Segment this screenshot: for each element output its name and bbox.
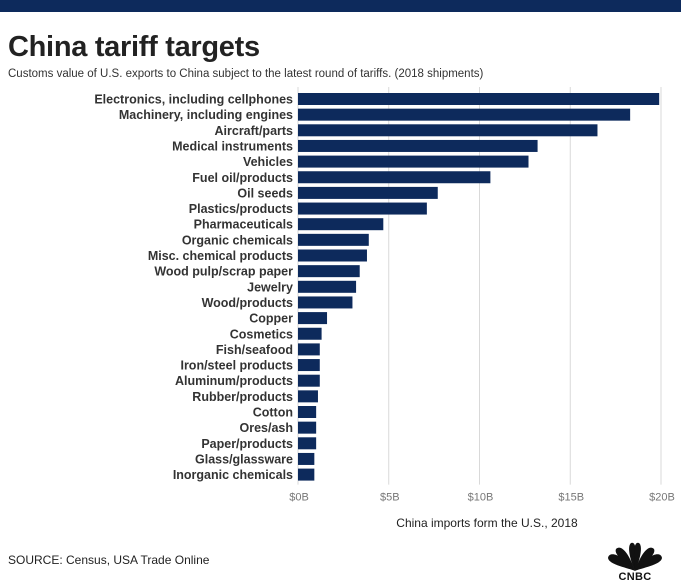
bar — [298, 296, 353, 309]
category-label: Fish/seafood — [216, 343, 293, 357]
bars — [298, 93, 660, 481]
category-label: Iron/steel products — [180, 359, 293, 373]
category-label: Misc. chemical products — [148, 249, 293, 263]
bar — [298, 108, 631, 121]
category-label: Wood/products — [202, 296, 293, 310]
bar — [298, 343, 320, 356]
category-label: Copper — [249, 312, 293, 326]
x-tick-label: $20B — [649, 492, 675, 504]
bar — [298, 421, 317, 434]
bar — [298, 233, 369, 246]
bar — [298, 468, 315, 481]
category-label: Aircraft/parts — [215, 124, 294, 138]
x-tick-label: $5B — [380, 492, 400, 504]
bar — [298, 155, 529, 168]
bar — [298, 124, 598, 137]
category-label: Wood pulp/scrap paper — [154, 265, 293, 279]
top-accent-bar — [0, 0, 681, 12]
category-label: Ores/ash — [239, 421, 293, 435]
chart-title: China tariff targets — [8, 31, 260, 63]
source-note: SOURCE: Census, USA Trade Online — [8, 553, 210, 567]
category-label: Glass/glassware — [195, 452, 293, 466]
category-label: Rubber/products — [192, 390, 293, 404]
bar — [298, 171, 491, 184]
bar — [298, 186, 438, 199]
gridlines — [297, 87, 662, 485]
category-label: Pharmaceuticals — [194, 218, 293, 232]
bar — [298, 390, 318, 403]
category-label: Machinery, including engines — [119, 108, 293, 122]
bar — [298, 202, 427, 215]
x-tick-label: $0B — [289, 492, 309, 504]
category-label: Oil seeds — [237, 186, 293, 200]
category-label: Paper/products — [201, 437, 293, 451]
bar — [298, 249, 367, 262]
bar — [298, 406, 317, 418]
category-label: Fuel oil/products — [192, 171, 293, 185]
x-tick-label: $10B — [468, 492, 494, 504]
category-label: Organic chemicals — [182, 233, 293, 247]
bar — [298, 437, 317, 450]
bar — [298, 312, 328, 325]
category-label: Inorganic chemicals — [173, 468, 293, 482]
bar — [298, 374, 320, 387]
category-label: Aluminum/products — [175, 374, 293, 388]
bar — [298, 327, 322, 340]
bar — [298, 359, 320, 372]
bar — [298, 280, 357, 293]
bar — [298, 218, 384, 231]
bar — [298, 452, 315, 465]
cnbc-logo: CNBC — [603, 540, 667, 585]
x-tick-label: $15B — [558, 492, 584, 504]
category-label: Cotton — [253, 406, 293, 420]
bar — [298, 139, 538, 152]
peacock-icon — [608, 542, 662, 571]
bar — [298, 93, 660, 105]
category-label: Medical instruments — [172, 139, 293, 153]
category-labels: Electronics, including cellphonesMachine… — [94, 93, 293, 483]
bar — [298, 265, 360, 278]
chart-subtitle: Customs value of U.S. exports to China s… — [8, 68, 484, 80]
category-label: Cosmetics — [230, 327, 293, 341]
category-label: Vehicles — [243, 155, 293, 169]
logo-wordmark: CNBC — [618, 571, 652, 583]
x-axis-title: China imports form the U.S., 2018 — [396, 516, 578, 530]
category-label: Jewelry — [247, 280, 293, 294]
category-label: Electronics, including cellphones — [94, 93, 293, 107]
x-axis-ticks: $0B $5B $10B $15B $20B — [289, 492, 675, 504]
bar-chart: Electronics, including cellphonesMachine… — [94, 87, 675, 530]
category-label: Plastics/products — [189, 202, 293, 216]
